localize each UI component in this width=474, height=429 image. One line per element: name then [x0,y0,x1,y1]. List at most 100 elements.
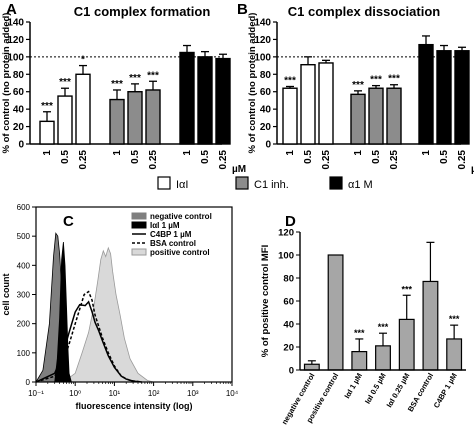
d-bar [422,280,439,371]
panel-a-letter: A [6,1,17,18]
c-x-tick-label: 10⁰ [69,389,81,398]
a-significance: * [81,55,85,66]
b-x-tick-label: 0.25 [457,150,468,170]
a-significance: *** [111,79,123,90]
a-bar [145,89,161,145]
c-x-axis-label: fluorescence intensity (log) [75,401,192,411]
a-bar [75,73,91,145]
d-bar [375,345,391,371]
chart-a: 0 20 40 60 80 100 120 140% of control (no prote… [1,13,246,175]
d-bar [446,338,463,371]
a-x-tick-label: 1 [42,150,53,156]
a-significance: *** [129,73,141,84]
a-bar [179,51,195,145]
a-x-tick-label: 1 [112,150,123,156]
d-y-tick-label: 20 [283,343,294,354]
b-bar [318,62,334,145]
a-bar [57,95,73,145]
d-y-tick-label: 0 [289,366,294,377]
c-x-tick-label: 10³ [187,389,199,398]
d-y-tick-label: 100 [278,251,294,262]
b-y-tick-label: 140 [254,18,271,29]
b-y-tick-label: 40 [260,105,272,116]
b-significance: *** [352,80,364,91]
chart-b: 0 20 40 60 80 100 120 140% of control (no prote… [247,13,474,175]
c-y-tick-label: 600 [17,203,31,212]
a-significance: *** [147,70,159,81]
c-legend-label: BSA control [150,239,196,248]
b-bar [282,87,298,145]
c-legend-label: negative control [150,212,212,221]
c-x-tick-label: 10⁴ [226,389,239,398]
legend-swatch-a1m [329,176,343,190]
d-significance: *** [401,284,412,294]
b-significance: *** [370,75,382,86]
a-y-tick-label: 100 [7,52,24,63]
b-x-tick-label: 0.25 [321,150,332,170]
a-bar [197,56,213,145]
c-y-tick-label: 200 [17,320,31,329]
legend-swatch-iai [157,176,171,190]
b-x-tick-label: 0.5 [303,150,314,164]
d-y-axis-label: % of positive control MFI [260,245,271,357]
a-y-axis-label: % of control (no protein added) [1,13,12,154]
d-x-tick-label: IαI 0.25 µM [385,372,412,410]
b-y-tick-label: 120 [254,35,271,46]
c-series-area [62,246,154,383]
c-legend-label: C4BP 1 µM [150,230,192,239]
b-x-tick-label: 1 [421,150,432,156]
c-legend-label: positive control [150,248,210,257]
a-bar [215,57,231,145]
d-y-tick-label: 120 [278,228,294,239]
a-bar [39,120,55,145]
b-x-unit: µM [471,164,474,175]
c-legend-swatch [131,248,147,256]
d-significance: *** [354,328,365,338]
d-significance: *** [449,314,460,324]
a-x-tick-label: 0.5 [200,150,211,164]
c-legend-label: IαI 1 µM [150,221,180,230]
d-bar [398,318,415,371]
legend-label-c1-inh: C1 inh. [254,179,289,191]
panel-a-title: C1 complex formation [74,4,211,19]
a-significance: *** [41,101,53,112]
panel-b-letter: B [237,1,248,18]
a-y-tick-label: 140 [7,18,24,29]
a-bar [127,91,143,145]
a-x-tick-label: 0.25 [218,150,229,170]
b-x-tick-label: 0.5 [371,150,382,164]
c-legend-swatch [131,221,147,229]
b-y-axis-label: % of control (no protein added) [247,13,258,154]
b-y-tick-label: 0 [265,140,271,151]
c-x-tick-label: 10¹ [109,389,121,398]
b-x-tick-label: 1 [285,150,296,156]
c-y-tick-label: 400 [17,261,31,270]
a-x-tick-label: 1 [182,150,193,156]
d-x-tick-label: IαI 0.5 µM [363,372,388,406]
d-x-tick-label: C4BP 1 µM [432,372,459,410]
d-bar [303,363,320,371]
panel-b-title: C1 complex dissociation [288,4,440,19]
d-y-tick-label: 40 [283,320,294,331]
a-bar [109,98,125,145]
a-y-tick-label: 40 [13,105,25,116]
c-y-tick-label: 100 [17,349,31,358]
b-significance: *** [388,74,400,85]
b-bar [368,87,384,145]
b-y-tick-label: 80 [260,70,272,81]
a-significance: *** [59,77,71,88]
c-x-tick-label: 10⁻¹ [28,389,44,398]
b-bar [418,43,434,145]
legend-ab: IαI C1 inh. α1 M [157,176,373,191]
c-series-line [35,300,142,383]
legend-label-a1m: α1 M [348,179,373,191]
d-y-tick-label: 60 [283,297,294,308]
b-significance: *** [284,75,296,86]
b-bar [454,50,470,145]
d-bar [327,254,344,371]
b-bar [436,50,452,145]
legend-swatch-c1-inh [235,176,249,190]
b-x-tick-label: 0.25 [389,150,400,170]
